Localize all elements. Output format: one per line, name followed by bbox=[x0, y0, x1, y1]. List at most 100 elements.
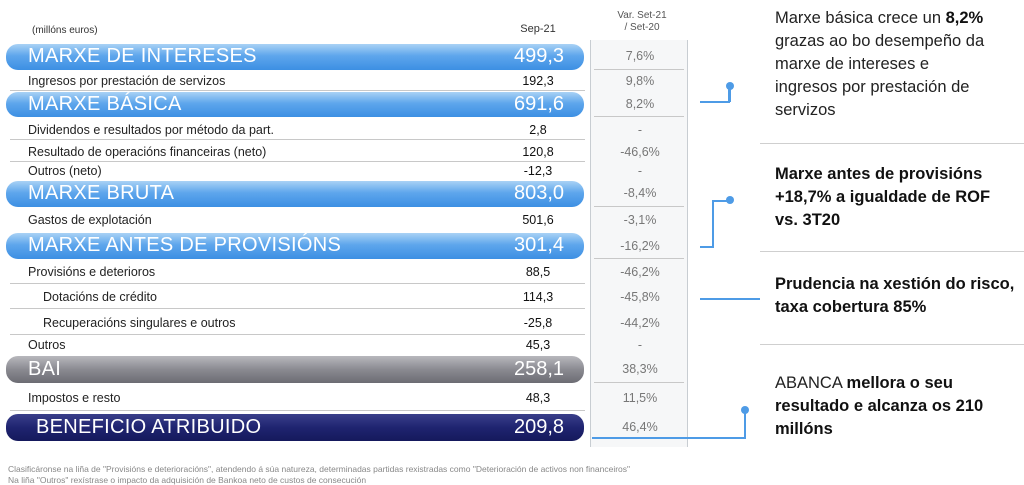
comment-marxe-antes: Marxe antes de provisións +18,7% a igual… bbox=[775, 163, 1010, 232]
variation-divider bbox=[594, 258, 684, 259]
variation-row: -8,4% bbox=[0, 181, 700, 207]
table-row: Gastos de explotación 501,6 -3,1% bbox=[0, 208, 700, 233]
band-row-marxe-basica: MARXE BÁSICA 691,6 bbox=[6, 92, 584, 117]
row-label: MARXE DE INTERESES bbox=[28, 45, 257, 67]
table-row: Outros (neto) -12,3 - bbox=[0, 162, 700, 181]
row-label: Outros bbox=[28, 338, 66, 352]
connector-dot-2 bbox=[726, 196, 734, 204]
row-label: MARXE ANTES DE PROVISIÓNS bbox=[28, 234, 342, 256]
table-row: Ingresos por prestación de servizos 192,… bbox=[0, 71, 700, 91]
comment-separator bbox=[760, 251, 1024, 252]
row-divider bbox=[10, 308, 585, 309]
footnote-1: Clasificáronse na liña de "Provisións e … bbox=[8, 464, 631, 474]
variation-divider bbox=[594, 382, 684, 383]
row-divider bbox=[10, 90, 585, 91]
row-value: 501,6 bbox=[522, 213, 554, 227]
table-row: Dotacións de crédito 114,3 -45,8% bbox=[0, 285, 700, 309]
units-label: (millóns euros) bbox=[32, 25, 98, 36]
variation-row: 38,3% bbox=[0, 356, 700, 383]
comment-separator bbox=[760, 143, 1024, 144]
comment-highlight: Prudencia na xestión do risco, taxa cobe… bbox=[775, 275, 1015, 316]
period-header: Sep-21 bbox=[520, 23, 556, 35]
row-value: 192,3 bbox=[522, 74, 554, 88]
row-divider bbox=[10, 139, 585, 140]
row-variation: 11,5% bbox=[622, 391, 658, 405]
row-variation: -46,2% bbox=[620, 265, 660, 279]
variation-divider bbox=[594, 69, 684, 70]
row-value: 45,3 bbox=[525, 338, 551, 352]
comment-abanca: ABANCA mellora o seu resultado e alcanza… bbox=[775, 372, 1005, 441]
variation-divider bbox=[594, 206, 684, 207]
row-variation: - bbox=[637, 164, 643, 178]
row-value: 499,3 bbox=[513, 45, 565, 67]
row-variation: 7,6% bbox=[625, 49, 655, 63]
connector-line-2 bbox=[712, 200, 714, 247]
comment-text: grazas ao bo desempeño da marxe de inter… bbox=[775, 32, 985, 119]
row-variation: -8,4% bbox=[623, 186, 657, 200]
row-label: Recuperacións singulares e outros bbox=[43, 316, 236, 330]
row-value: 120,8 bbox=[522, 145, 554, 159]
table-row: Outros 45,3 - bbox=[0, 336, 700, 355]
connector-line-2b bbox=[700, 246, 714, 248]
band-row-marxe-intereses: MARXE DE INTERESES 499,3 bbox=[6, 44, 584, 70]
comment-highlight: Marxe antes de provisións +18,7% a igual… bbox=[775, 165, 991, 229]
row-value: 258,1 bbox=[513, 358, 565, 380]
row-value: 114,3 bbox=[522, 290, 554, 304]
row-value: -25,8 bbox=[523, 316, 553, 330]
row-divider bbox=[10, 410, 585, 411]
row-label: Impostos e resto bbox=[28, 391, 121, 405]
row-label: Dividendos e resultados por método da pa… bbox=[28, 123, 274, 137]
variation-column bbox=[590, 40, 688, 447]
row-value: 88,5 bbox=[525, 265, 551, 279]
row-label: Dotacións de crédito bbox=[43, 290, 157, 304]
variation-header-line-1: Var. Set-21 bbox=[617, 10, 667, 21]
comment-separator bbox=[760, 344, 1024, 345]
connector-line-2c bbox=[712, 200, 730, 202]
row-value: 48,3 bbox=[525, 391, 551, 405]
row-value: 2,8 bbox=[529, 123, 547, 137]
row-variation: -3,1% bbox=[623, 213, 657, 227]
row-label: Provisións e deterioros bbox=[28, 265, 156, 279]
row-variation: -45,8% bbox=[620, 290, 660, 304]
row-variation: - bbox=[637, 338, 643, 352]
row-variation: -46,6% bbox=[620, 145, 660, 159]
comment-highlight: mellora o seu resultado e alcanza os 210… bbox=[775, 374, 984, 438]
connector-dot-4 bbox=[741, 406, 749, 414]
variation-header-line-2: / Set-20 bbox=[624, 22, 660, 33]
row-value: 803,0 bbox=[513, 182, 565, 204]
variation-row: 8,2% bbox=[0, 92, 700, 117]
comment-text: ABANCA bbox=[775, 374, 847, 392]
row-label: Outros (neto) bbox=[28, 164, 102, 178]
band-row-beneficio-atribuido: BENEFICIO ATRIBUIDO 209,8 bbox=[6, 414, 584, 441]
comment-marxe-basica: Marxe básica crece un 8,2% grazas ao bo … bbox=[775, 7, 985, 122]
row-label: BENEFICIO ATRIBUIDO bbox=[36, 416, 262, 438]
row-variation: 9,8% bbox=[625, 74, 655, 88]
footnote-2: Na liña "Outros" rexístrase o impacto da… bbox=[8, 475, 367, 485]
row-value: 209,8 bbox=[513, 416, 565, 438]
row-label: MARXE BÁSICA bbox=[28, 93, 182, 115]
row-variation: 38,3% bbox=[622, 362, 658, 376]
connector-line-3 bbox=[700, 298, 760, 300]
row-variation: -16,2% bbox=[620, 239, 660, 253]
connector-line-4b bbox=[592, 437, 746, 439]
row-variation: - bbox=[637, 123, 643, 137]
connector-line-1b bbox=[700, 101, 730, 103]
connector-line-4 bbox=[744, 413, 746, 438]
row-divider bbox=[10, 283, 585, 284]
row-label: Resultado de operacións financeiras (net… bbox=[28, 145, 267, 159]
comment-prudencia: Prudencia na xestión do risco, taxa cobe… bbox=[775, 273, 1015, 319]
row-divider bbox=[10, 334, 585, 335]
table-row: Impostos e resto 48,3 11,5% bbox=[0, 385, 700, 411]
row-variation: 8,2% bbox=[625, 97, 655, 111]
variation-row: 7,6% bbox=[0, 44, 700, 70]
variation-row: 46,4% bbox=[0, 414, 700, 441]
comment-highlight: 8,2% bbox=[945, 9, 984, 27]
variation-divider bbox=[594, 116, 684, 117]
table-row: Resultado de operacións financeiras (net… bbox=[0, 141, 700, 162]
row-variation: -44,2% bbox=[620, 316, 660, 330]
row-variation: 46,4% bbox=[622, 420, 658, 434]
row-label: MARXE BRUTA bbox=[28, 182, 175, 204]
connector-line-1c bbox=[729, 86, 731, 102]
row-value: 301,4 bbox=[513, 234, 565, 256]
row-value: 691,6 bbox=[513, 93, 565, 115]
